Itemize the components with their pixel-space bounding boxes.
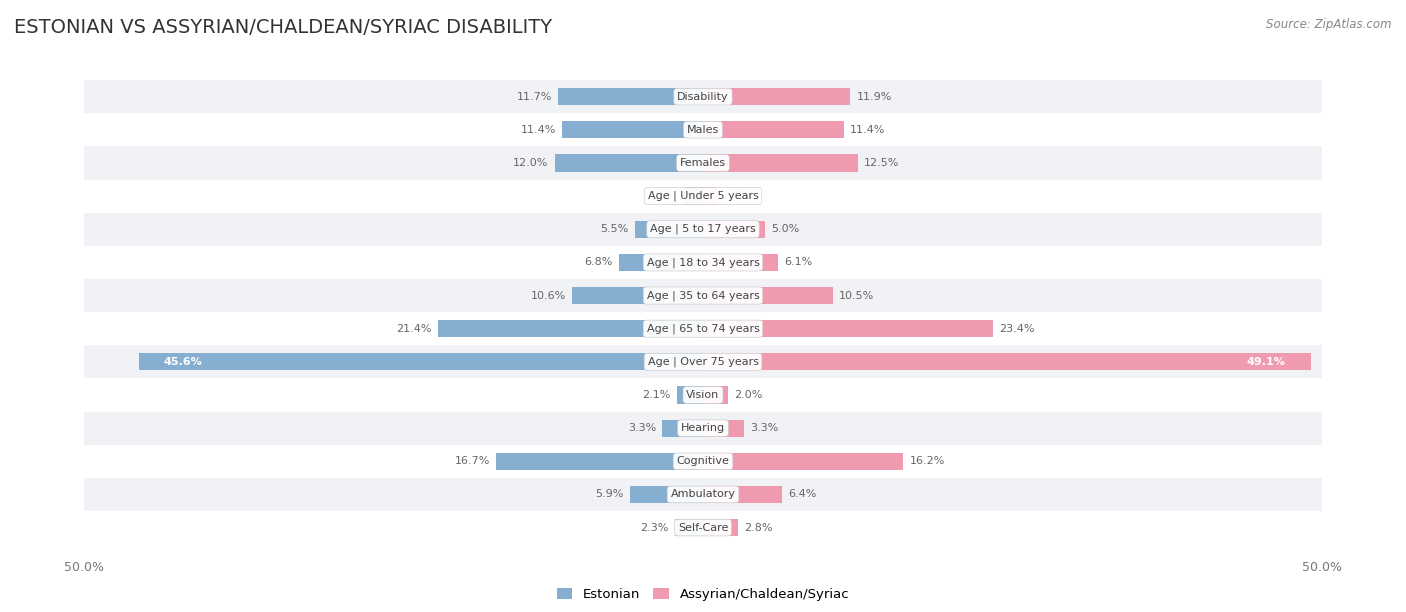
Text: 6.8%: 6.8% bbox=[585, 258, 613, 267]
Text: 2.1%: 2.1% bbox=[643, 390, 671, 400]
Bar bbox=[703, 486, 782, 503]
Text: 11.4%: 11.4% bbox=[851, 125, 886, 135]
Text: ESTONIAN VS ASSYRIAN/CHALDEAN/SYRIAC DISABILITY: ESTONIAN VS ASSYRIAN/CHALDEAN/SYRIAC DIS… bbox=[14, 18, 553, 37]
Bar bbox=[703, 220, 765, 238]
Bar bbox=[703, 353, 1310, 370]
Text: 11.9%: 11.9% bbox=[856, 92, 891, 102]
Text: Disability: Disability bbox=[678, 92, 728, 102]
Bar bbox=[630, 486, 703, 503]
Bar bbox=[675, 519, 703, 536]
Bar bbox=[703, 287, 832, 304]
Bar bbox=[685, 187, 703, 204]
Bar bbox=[84, 511, 1322, 544]
Bar bbox=[703, 88, 851, 105]
Bar bbox=[84, 279, 1322, 312]
Bar bbox=[703, 154, 858, 171]
Bar bbox=[572, 287, 703, 304]
Text: 12.5%: 12.5% bbox=[863, 158, 900, 168]
Bar bbox=[562, 121, 703, 138]
Text: Age | Under 5 years: Age | Under 5 years bbox=[648, 191, 758, 201]
Bar bbox=[84, 80, 1322, 113]
Text: 2.3%: 2.3% bbox=[640, 523, 668, 532]
Bar bbox=[84, 212, 1322, 246]
Text: 11.7%: 11.7% bbox=[516, 92, 553, 102]
Bar bbox=[139, 353, 703, 370]
Text: Females: Females bbox=[681, 158, 725, 168]
Bar bbox=[703, 187, 717, 204]
Bar bbox=[84, 179, 1322, 212]
Bar bbox=[84, 113, 1322, 146]
Bar bbox=[703, 453, 904, 470]
Bar bbox=[84, 411, 1322, 445]
Text: 1.5%: 1.5% bbox=[650, 191, 678, 201]
Bar bbox=[619, 254, 703, 271]
Bar bbox=[84, 146, 1322, 179]
Text: 6.4%: 6.4% bbox=[789, 490, 817, 499]
Text: Cognitive: Cognitive bbox=[676, 457, 730, 466]
Text: 6.1%: 6.1% bbox=[785, 258, 813, 267]
Text: 2.8%: 2.8% bbox=[744, 523, 772, 532]
Text: 12.0%: 12.0% bbox=[513, 158, 548, 168]
Bar bbox=[84, 445, 1322, 478]
Bar bbox=[439, 320, 703, 337]
Text: 21.4%: 21.4% bbox=[396, 324, 432, 334]
Text: 49.1%: 49.1% bbox=[1247, 357, 1285, 367]
Text: Ambulatory: Ambulatory bbox=[671, 490, 735, 499]
Text: Age | 35 to 64 years: Age | 35 to 64 years bbox=[647, 290, 759, 300]
Bar bbox=[84, 312, 1322, 345]
Text: Age | 5 to 17 years: Age | 5 to 17 years bbox=[650, 224, 756, 234]
Text: Age | Over 75 years: Age | Over 75 years bbox=[648, 357, 758, 367]
Bar bbox=[703, 386, 728, 404]
Bar bbox=[84, 478, 1322, 511]
Text: 3.3%: 3.3% bbox=[749, 423, 779, 433]
Text: Age | 65 to 74 years: Age | 65 to 74 years bbox=[647, 324, 759, 334]
Bar bbox=[703, 320, 993, 337]
Legend: Estonian, Assyrian/Chaldean/Syriac: Estonian, Assyrian/Chaldean/Syriac bbox=[557, 589, 849, 602]
Text: 1.1%: 1.1% bbox=[723, 191, 751, 201]
Bar bbox=[84, 246, 1322, 279]
Text: Age | 18 to 34 years: Age | 18 to 34 years bbox=[647, 257, 759, 267]
Text: 5.0%: 5.0% bbox=[770, 224, 799, 234]
Bar bbox=[703, 254, 779, 271]
Bar bbox=[703, 121, 844, 138]
Bar bbox=[558, 88, 703, 105]
Text: 16.2%: 16.2% bbox=[910, 457, 945, 466]
Text: 10.5%: 10.5% bbox=[839, 291, 875, 300]
Text: Self-Care: Self-Care bbox=[678, 523, 728, 532]
Text: Source: ZipAtlas.com: Source: ZipAtlas.com bbox=[1267, 18, 1392, 31]
Bar bbox=[703, 420, 744, 437]
Text: Males: Males bbox=[688, 125, 718, 135]
Text: 45.6%: 45.6% bbox=[163, 357, 202, 367]
Bar bbox=[84, 378, 1322, 411]
Bar bbox=[554, 154, 703, 171]
Text: 23.4%: 23.4% bbox=[998, 324, 1035, 334]
Bar bbox=[84, 345, 1322, 378]
Text: 5.9%: 5.9% bbox=[595, 490, 624, 499]
Text: Hearing: Hearing bbox=[681, 423, 725, 433]
Bar bbox=[703, 519, 738, 536]
Text: 3.3%: 3.3% bbox=[627, 423, 657, 433]
Text: 16.7%: 16.7% bbox=[454, 457, 491, 466]
Text: 10.6%: 10.6% bbox=[530, 291, 565, 300]
Bar bbox=[496, 453, 703, 470]
Bar bbox=[662, 420, 703, 437]
Text: 11.4%: 11.4% bbox=[520, 125, 555, 135]
Bar bbox=[636, 220, 703, 238]
Bar bbox=[678, 386, 703, 404]
Text: 5.5%: 5.5% bbox=[600, 224, 628, 234]
Text: 2.0%: 2.0% bbox=[734, 390, 762, 400]
Text: Vision: Vision bbox=[686, 390, 720, 400]
